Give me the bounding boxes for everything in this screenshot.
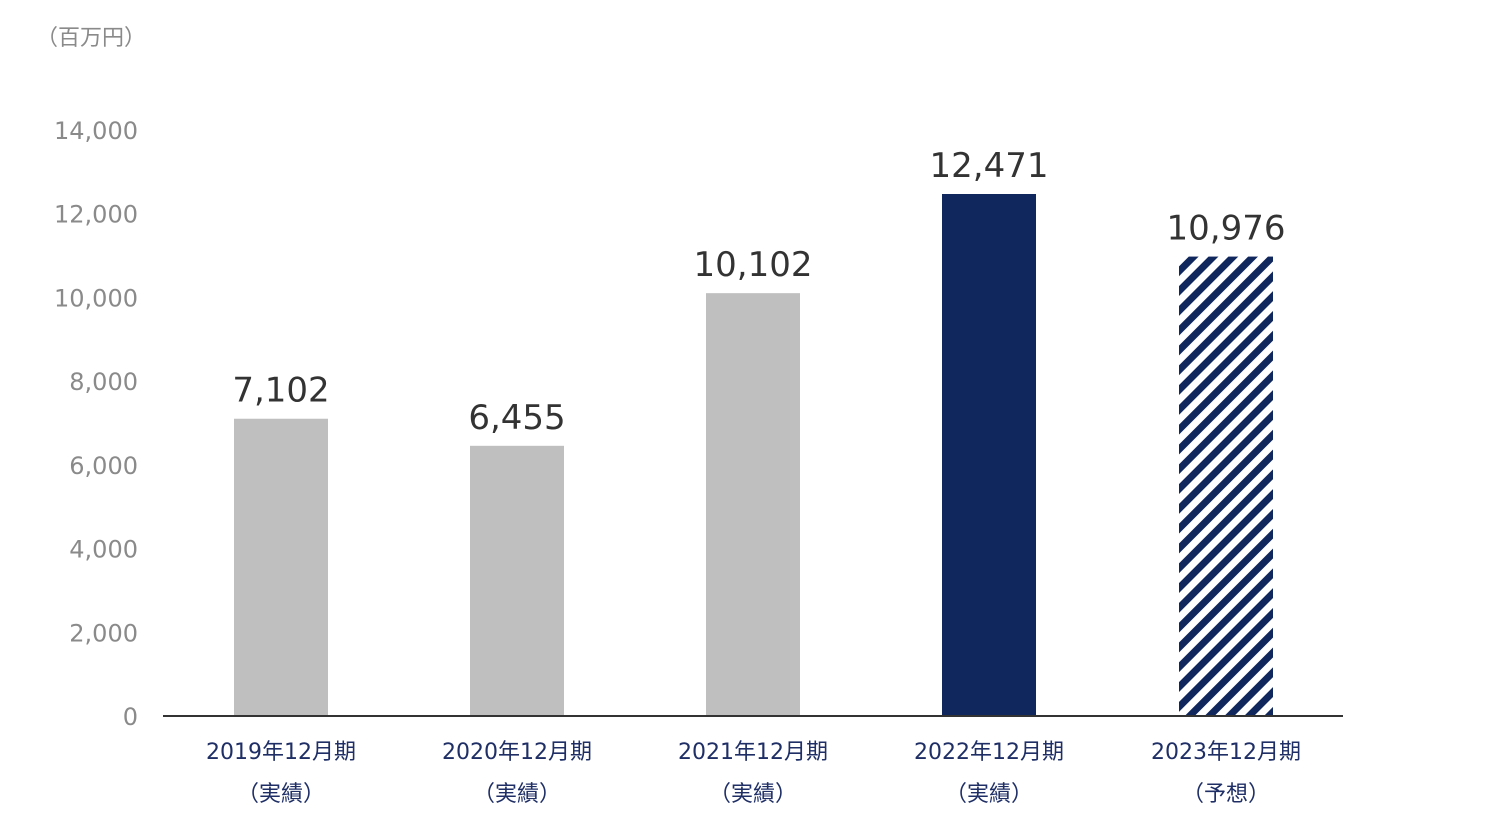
x-axis-labels: 2019年12月期 （実績） 2020年12月期 （実績） 2021年12月期 （実績） 2… bbox=[206, 740, 1301, 807]
y-tick-label: 6,000 bbox=[69, 452, 138, 480]
x-tick-sublabel: （実績） bbox=[709, 782, 797, 807]
y-tick-label: 14,000 bbox=[54, 117, 138, 145]
data-label: 10,976 bbox=[1167, 209, 1286, 249]
x-tick-label: 2022年12月期 bbox=[914, 740, 1064, 765]
y-tick-label: 4,000 bbox=[69, 536, 138, 564]
bar bbox=[706, 293, 800, 716]
data-label: 7,102 bbox=[232, 371, 329, 411]
bar bbox=[1179, 256, 1273, 716]
data-label: 12,471 bbox=[930, 146, 1049, 186]
x-tick-sublabel: （実績） bbox=[473, 782, 561, 807]
y-axis-ticks: 0 2,000 4,000 6,000 8,000 10,000 12,000 14,000 bbox=[54, 117, 138, 731]
y-tick-label: 2,000 bbox=[69, 619, 138, 647]
data-label: 10,102 bbox=[694, 245, 813, 285]
x-tick-label: 2020年12月期 bbox=[442, 740, 592, 765]
unit-label: （百万円） bbox=[36, 26, 146, 51]
x-tick-label: 2023年12月期 bbox=[1151, 740, 1301, 765]
y-tick-label: 12,000 bbox=[54, 201, 138, 229]
x-tick-sublabel: （実績） bbox=[237, 782, 325, 807]
bar bbox=[942, 193, 1036, 716]
value-labels: 7,102 6,455 10,102 12,471 10,976 bbox=[232, 146, 1285, 438]
bar bbox=[470, 445, 564, 716]
x-tick-sublabel: （予想） bbox=[1182, 782, 1270, 807]
bar bbox=[234, 418, 328, 716]
x-tick-sublabel: （実績） bbox=[945, 782, 1033, 807]
x-tick-label: 2021年12月期 bbox=[678, 740, 828, 765]
y-tick-label: 0 bbox=[123, 703, 138, 731]
y-tick-label: 8,000 bbox=[69, 368, 138, 396]
data-label: 6,455 bbox=[468, 398, 565, 438]
x-tick-label: 2019年12月期 bbox=[206, 740, 356, 765]
y-tick-label: 10,000 bbox=[54, 284, 138, 312]
bars bbox=[234, 193, 1273, 716]
